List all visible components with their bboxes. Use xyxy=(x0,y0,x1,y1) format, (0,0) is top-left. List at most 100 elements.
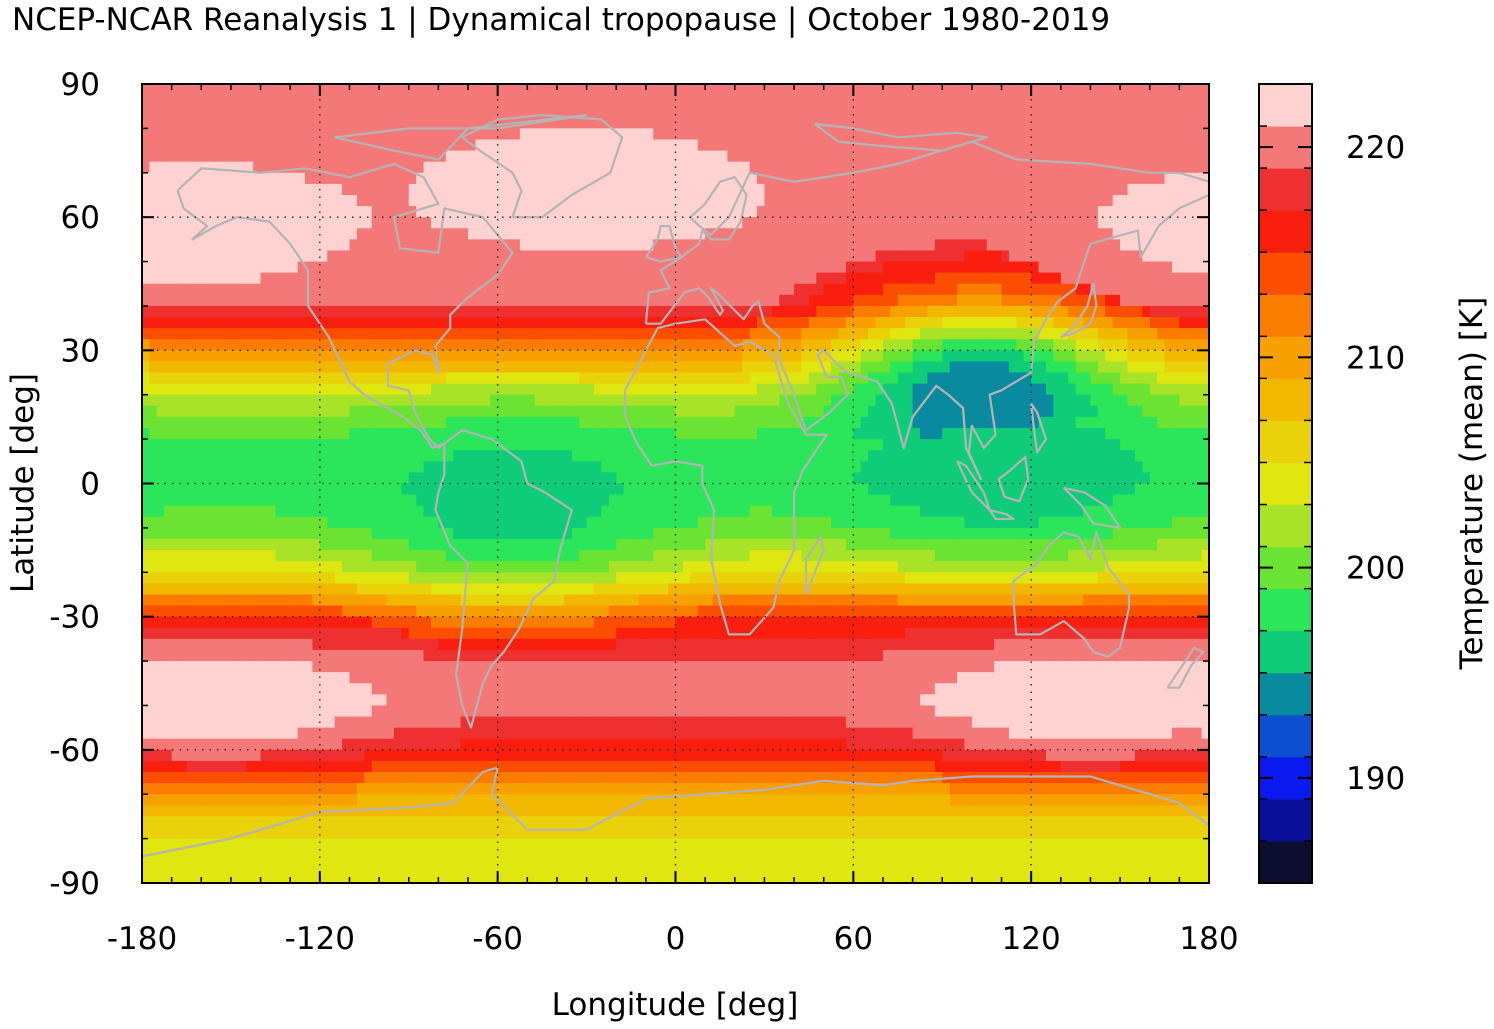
heatmap-cell xyxy=(890,128,899,141)
heatmap-cell xyxy=(794,461,803,474)
heatmap-cell xyxy=(549,139,558,152)
heatmap-cell xyxy=(149,239,158,252)
heatmap-cell xyxy=(238,128,247,141)
heatmap-cell xyxy=(890,317,899,329)
heatmap-cell xyxy=(749,206,758,218)
heatmap-cell xyxy=(527,305,536,318)
heatmap-cell xyxy=(801,305,810,318)
heatmap-cell xyxy=(423,183,432,196)
heatmap-cell xyxy=(571,106,580,118)
heatmap-cell xyxy=(401,361,410,374)
heatmap-cell xyxy=(1053,228,1062,240)
heatmap-cell xyxy=(267,150,276,163)
heatmap-cell xyxy=(1083,372,1092,385)
heatmap-cell xyxy=(393,317,402,329)
heatmap-cell xyxy=(334,283,343,296)
heatmap-cell xyxy=(327,128,336,141)
heatmap-cell xyxy=(742,117,751,129)
heatmap-cell xyxy=(912,450,921,462)
heatmap-cell xyxy=(393,117,402,129)
heatmap-cell xyxy=(497,272,506,285)
heatmap-cell xyxy=(245,139,254,152)
heatmap-cell xyxy=(179,217,188,229)
heatmap-cell xyxy=(1001,305,1010,318)
heatmap-cell xyxy=(475,206,484,218)
heatmap-cell xyxy=(801,128,810,141)
heatmap-cell xyxy=(579,228,588,240)
heatmap-cell xyxy=(519,217,528,229)
heatmap-cell xyxy=(482,128,491,141)
heatmap-cell xyxy=(423,250,432,263)
heatmap-cell xyxy=(994,294,1003,307)
heatmap-cell xyxy=(957,250,966,263)
heatmap-cell xyxy=(201,394,210,407)
heatmap-cell xyxy=(705,428,714,440)
heatmap-cell xyxy=(260,405,269,418)
heatmap-cell xyxy=(771,217,780,229)
heatmap-cell xyxy=(749,272,758,285)
heatmap-cell xyxy=(1142,161,1151,174)
heatmap-cell xyxy=(942,194,951,207)
heatmap-cell xyxy=(816,150,825,163)
heatmap-cell xyxy=(1075,372,1084,385)
heatmap-cell xyxy=(245,350,254,363)
heatmap-cell xyxy=(356,294,365,307)
heatmap-cell xyxy=(1127,117,1136,129)
heatmap-cell xyxy=(1097,117,1106,129)
heatmap-cell xyxy=(267,261,276,274)
heatmap-cell xyxy=(749,372,758,385)
heatmap-cell xyxy=(505,350,514,363)
heatmap-cell xyxy=(897,283,906,296)
heatmap-cell xyxy=(601,150,610,163)
heatmap-cell xyxy=(423,161,432,174)
heatmap-cell xyxy=(364,150,373,163)
heatmap-cell xyxy=(490,350,499,363)
heatmap-cell xyxy=(616,361,625,374)
heatmap-cell xyxy=(416,84,425,96)
heatmap-cell xyxy=(1149,172,1158,185)
heatmap-cell xyxy=(579,84,588,96)
heatmap-cell xyxy=(290,428,299,440)
heatmap-cell xyxy=(734,428,743,440)
heatmap-cell xyxy=(920,95,929,107)
heatmap-cell xyxy=(779,372,788,385)
heatmap-cell xyxy=(934,439,943,451)
heatmap-cell xyxy=(1001,95,1010,107)
heatmap-cell xyxy=(1023,405,1032,418)
heatmap-cell xyxy=(379,250,388,263)
heatmap-cell xyxy=(216,161,225,174)
heatmap-cell xyxy=(356,172,365,185)
heatmap-cell xyxy=(497,206,506,218)
heatmap-cell xyxy=(1016,261,1025,274)
heatmap-cell xyxy=(934,84,943,96)
heatmap-cell xyxy=(808,194,817,207)
heatmap-cell xyxy=(490,450,499,462)
heatmap-cell xyxy=(179,239,188,252)
heatmap-cell xyxy=(668,283,677,296)
heatmap-cell xyxy=(1031,283,1040,296)
heatmap-cell xyxy=(297,350,306,363)
heatmap-cell xyxy=(305,450,314,462)
heatmap-cell xyxy=(230,139,239,152)
heatmap-cell xyxy=(920,294,929,307)
heatmap-cell xyxy=(1201,128,1209,141)
heatmap-cell xyxy=(282,361,291,374)
heatmap-cell xyxy=(1142,372,1151,385)
heatmap-cell xyxy=(986,339,995,351)
heatmap-cell xyxy=(1105,128,1114,141)
heatmap-cell xyxy=(171,383,180,396)
heatmap-cell xyxy=(675,250,684,263)
heatmap-cell xyxy=(1075,172,1084,185)
heatmap-cell xyxy=(208,450,217,462)
heatmap-cell xyxy=(349,372,358,385)
heatmap-cell xyxy=(1001,328,1010,340)
heatmap-cell xyxy=(186,461,195,474)
heatmap-cell xyxy=(942,150,951,163)
heatmap-cell xyxy=(801,95,810,107)
heatmap-cell xyxy=(1164,239,1173,252)
heatmap-cell xyxy=(1060,161,1069,174)
heatmap-cell xyxy=(1112,139,1121,152)
heatmap-cell xyxy=(757,250,766,263)
heatmap-cell xyxy=(505,294,514,307)
heatmap-cell xyxy=(608,361,617,374)
